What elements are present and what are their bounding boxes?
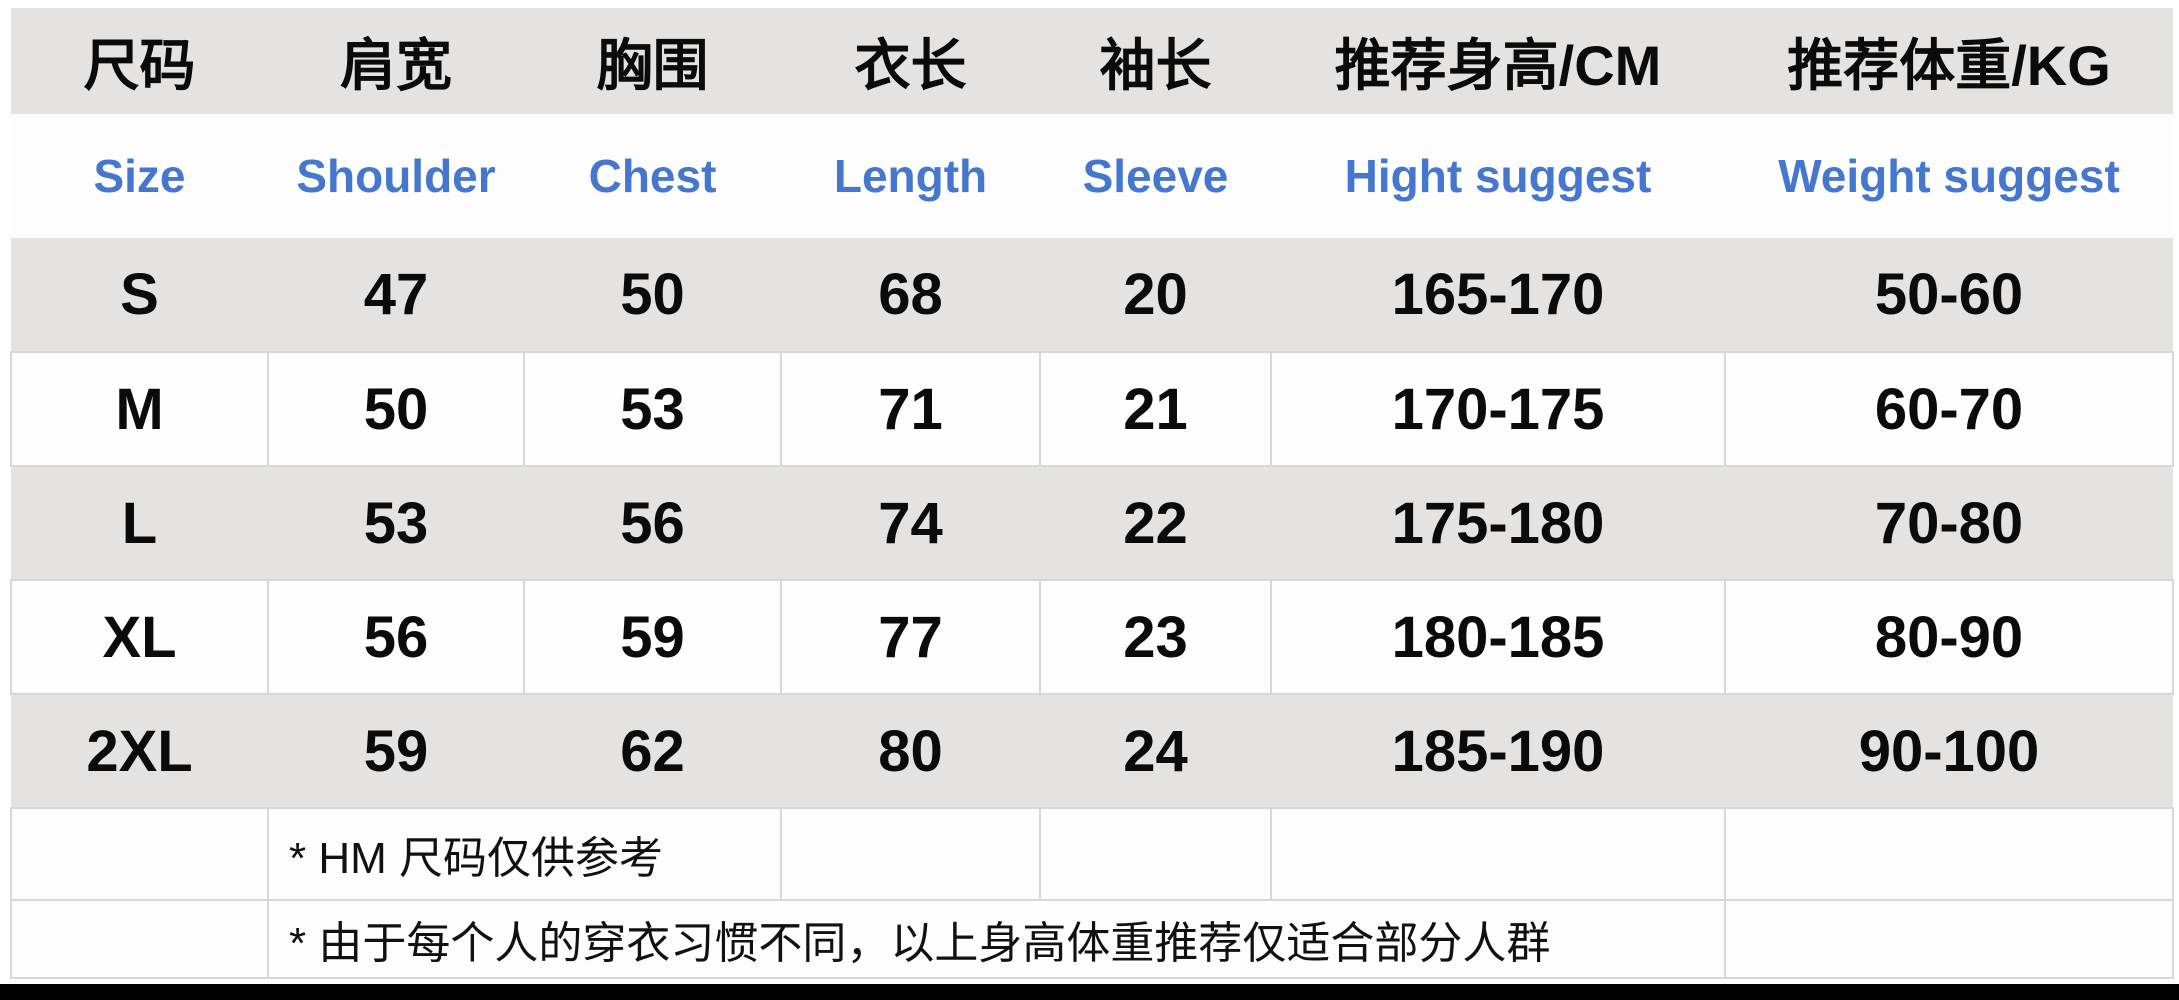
cell-chest: 50 [524,238,781,352]
empty-cell [10,899,269,979]
note-row-1: * HM 尺码仅供参考 [10,807,2174,901]
header-cn-sleeve: 袖长 [1040,8,1271,114]
cell-height: 165-170 [1271,238,1725,352]
header-cn-height: 推荐身高/CM [1271,8,1725,114]
note-row-2: * 由于每个人的穿衣习惯不同，以上身高体重推荐仅适合部分人群 [10,899,2174,979]
cell-length: 68 [781,238,1040,352]
header-cn-weight: 推荐体重/KG [1725,8,2173,114]
cell-length: 71 [780,351,1041,467]
cell-height: 185-190 [1271,694,1725,808]
empty-cell [780,807,1041,901]
empty-cell [1724,807,2174,901]
cell-sleeve: 20 [1040,238,1271,352]
table-row-s: S 47 50 68 20 165-170 50-60 [11,238,2173,352]
cell-sleeve: 24 [1040,694,1271,808]
cell-shoulder: 53 [268,466,524,580]
cell-weight: 70-80 [1725,466,2173,580]
header-en-weight: Weight suggest [1725,114,2173,238]
header-en-size: Size [11,114,268,238]
cell-sleeve: 23 [1039,579,1272,695]
cell-shoulder: 56 [267,579,525,695]
table-row-xl: XL 56 59 77 23 180-185 80-90 [10,579,2174,695]
table-row-2xl: 2XL 59 62 80 24 185-190 90-100 [11,694,2173,808]
header-cn-chest: 胸围 [524,8,781,114]
header-row-chinese: 尺码 肩宽 胸围 衣长 袖长 推荐身高/CM 推荐体重/KG [11,8,2173,114]
empty-cell [1039,807,1272,901]
cell-chest: 53 [523,351,782,467]
note-text-hm: * HM 尺码仅供参考 [267,807,782,901]
header-en-sleeve: Sleeve [1040,114,1271,238]
cell-height: 180-185 [1270,579,1726,695]
size-chart-table: 尺码 肩宽 胸围 衣长 袖长 推荐身高/CM 推荐体重/KG Size Shou… [10,8,2174,979]
note-text-disclaimer: * 由于每个人的穿衣习惯不同，以上身高体重推荐仅适合部分人群 [267,899,1726,979]
cell-shoulder: 50 [267,351,525,467]
cell-chest: 59 [523,579,782,695]
empty-cell [1724,899,2174,979]
cell-weight: 80-90 [1724,579,2174,695]
header-en-chest: Chest [524,114,781,238]
header-row-english: Size Shoulder Chest Length Sleeve Hight … [11,114,2173,238]
header-en-shoulder: Shoulder [268,114,524,238]
cell-length: 77 [780,579,1041,695]
table-row-m: M 50 53 71 21 170-175 60-70 [10,351,2174,467]
cell-size: XL [10,579,269,695]
cell-shoulder: 59 [268,694,524,808]
bottom-black-bar [0,984,2179,1000]
cell-sleeve: 21 [1039,351,1272,467]
cell-weight: 60-70 [1724,351,2174,467]
header-en-length: Length [781,114,1040,238]
cell-length: 74 [781,466,1040,580]
cell-size: M [10,351,269,467]
cell-sleeve: 22 [1040,466,1271,580]
header-cn-length: 衣长 [781,8,1040,114]
cell-shoulder: 47 [268,238,524,352]
cell-length: 80 [781,694,1040,808]
cell-height: 170-175 [1270,351,1726,467]
cell-size: L [11,466,268,580]
header-cn-shoulder: 肩宽 [268,8,524,114]
cell-weight: 50-60 [1725,238,2173,352]
cell-weight: 90-100 [1725,694,2173,808]
cell-size: S [11,238,268,352]
header-en-height: Hight suggest [1271,114,1725,238]
cell-size: 2XL [11,694,268,808]
table-row-l: L 53 56 74 22 175-180 70-80 [11,466,2173,580]
cell-chest: 62 [524,694,781,808]
cell-height: 175-180 [1271,466,1725,580]
empty-cell [10,807,269,901]
cell-chest: 56 [524,466,781,580]
empty-cell [1270,807,1726,901]
header-cn-size: 尺码 [11,8,268,114]
